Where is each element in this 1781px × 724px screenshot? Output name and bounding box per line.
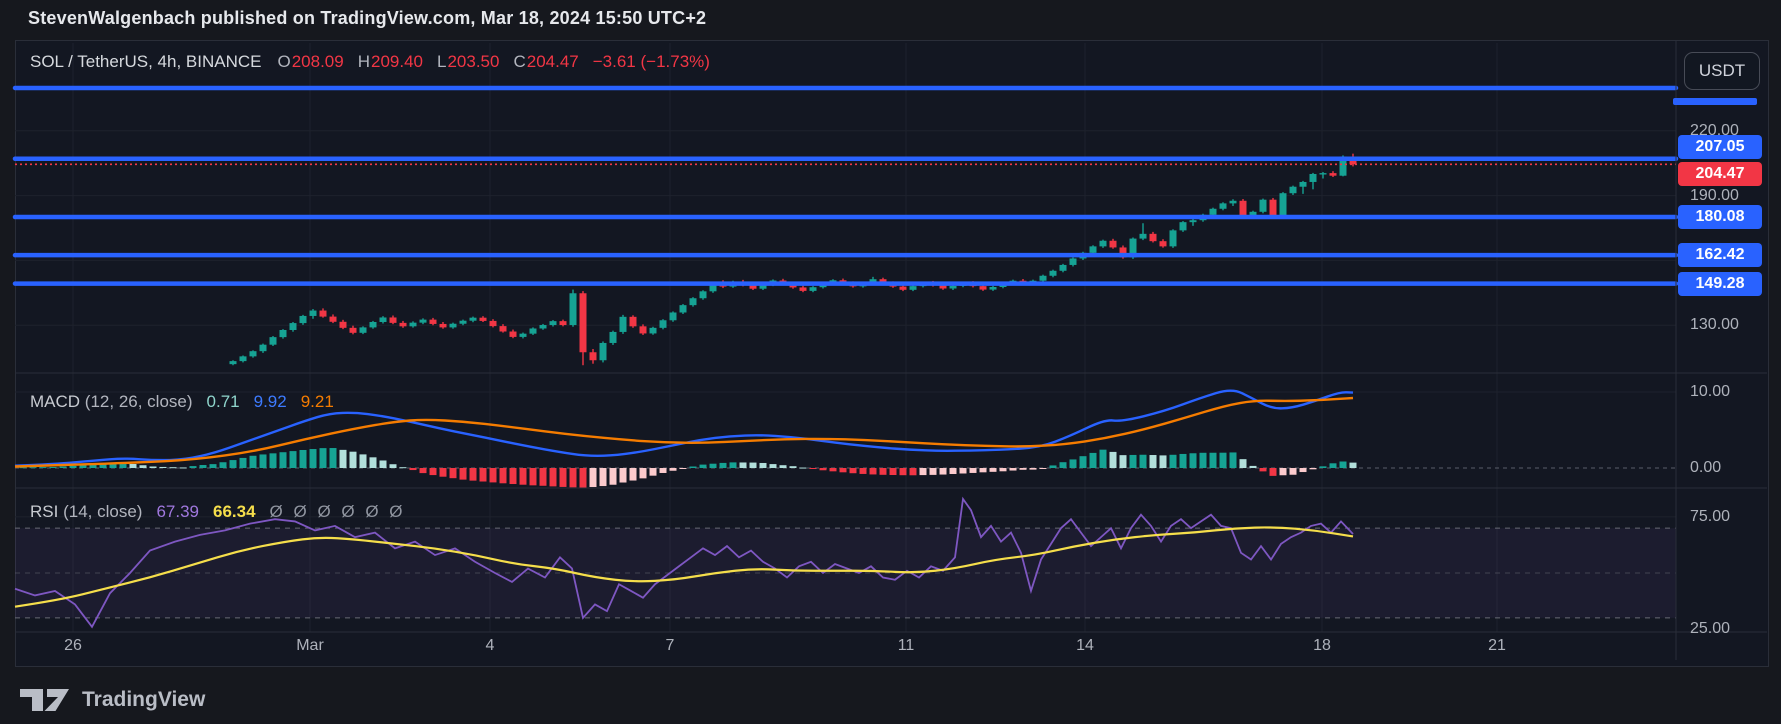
price-line-label: 149.28 — [1678, 272, 1762, 296]
support-resistance-lines — [12, 85, 1679, 286]
close-label: C — [513, 52, 526, 71]
time-axis-tick: 18 — [1313, 637, 1331, 654]
rsi-lines — [14, 496, 1354, 629]
rsi-empty-values: Ø Ø Ø Ø Ø Ø — [269, 502, 406, 521]
rsi-title: RSI (14, close) — [30, 502, 143, 521]
time-axis-tick: Mar — [296, 637, 324, 654]
open-label: O — [277, 52, 291, 71]
macd-histogram — [19, 448, 1357, 488]
price-axis-tick: 25.00 — [1690, 620, 1731, 637]
price-line-label: 207.05 — [1678, 135, 1762, 159]
price-axis-tick: 190.00 — [1690, 187, 1739, 204]
low-label: L — [437, 52, 447, 71]
tradingview-logo-icon — [20, 689, 69, 711]
macd-lines — [14, 389, 1354, 468]
macd-line-value: 9.92 — [253, 392, 287, 411]
tradingview-logo-text: TradingView — [82, 688, 206, 711]
macd-signal-value: 9.21 — [300, 392, 334, 411]
symbol-row[interactable]: SOL / TetherUS, 4h, BINANCE O 208.09 H 209… — [30, 52, 710, 72]
low-value: 203.50 — [447, 52, 500, 71]
price-axis-tick: 10.00 — [1690, 383, 1731, 400]
symbol-title[interactable]: SOL / TetherUS, 4h, BINANCE — [30, 52, 262, 71]
price-axis-tick: 220.00 — [1690, 122, 1739, 139]
price-line-label: 162.42 — [1678, 243, 1762, 267]
macd-status-row[interactable]: MACD (12, 26, close) 0.71 9.92 9.21 — [30, 392, 334, 412]
time-axis-tick: 11 — [897, 637, 915, 654]
macd-hist-value: 0.71 — [206, 392, 240, 411]
price-axis-tick: 0.00 — [1690, 459, 1722, 476]
currency-toggle-button[interactable]: USDT — [1684, 52, 1760, 90]
time-axis[interactable]: 26 Mar 4 7 11 14 18 21 — [15, 632, 1676, 660]
close-value: 204.47 — [526, 52, 579, 71]
tradingview-logo[interactable]: TradingView — [20, 684, 205, 716]
candlestick-series — [229, 153, 1357, 366]
rsi-ma-value: 66.34 — [213, 502, 256, 521]
time-axis-tick: 14 — [1076, 637, 1094, 654]
rsi-status-row[interactable]: RSI (14, close) 67.39 66.34 Ø Ø Ø Ø Ø Ø — [30, 502, 406, 522]
high-label: H — [357, 52, 370, 71]
price-axis-tick: 75.00 — [1690, 508, 1731, 525]
gridlines — [15, 43, 1676, 632]
publish-header: StevenWalgenbach published on TradingVie… — [28, 8, 707, 28]
open-value: 208.09 — [291, 52, 344, 71]
panel-separators — [15, 40, 1767, 660]
price-axis[interactable]: 220.00 190.00 130.00 10.00 0.00 75.00 25.00 207… — [1673, 40, 1781, 637]
time-axis-tick: 4 — [485, 637, 495, 654]
ohlc-values: O 208.09 H 209.40 L 203.50 C 204.47 −3.61 (−… — [277, 52, 709, 72]
macd-title: MACD (12, 26, close) — [30, 392, 193, 411]
price-line-label: 180.08 — [1678, 205, 1762, 229]
time-axis-tick: 7 — [665, 637, 675, 654]
hidden-price-label — [1673, 98, 1757, 105]
chart-widget — [15, 40, 1769, 667]
price-line-label: 204.47 — [1678, 162, 1762, 186]
high-value: 209.40 — [371, 52, 423, 71]
time-axis-tick: 26 — [64, 637, 82, 654]
price-axis-tick: 130.00 — [1690, 316, 1739, 333]
rsi-bands — [15, 527, 1676, 619]
time-axis-tick: 21 — [1488, 637, 1506, 654]
rsi-value: 67.39 — [156, 502, 199, 521]
change-value: −3.61 (−1.73%) — [592, 52, 710, 71]
